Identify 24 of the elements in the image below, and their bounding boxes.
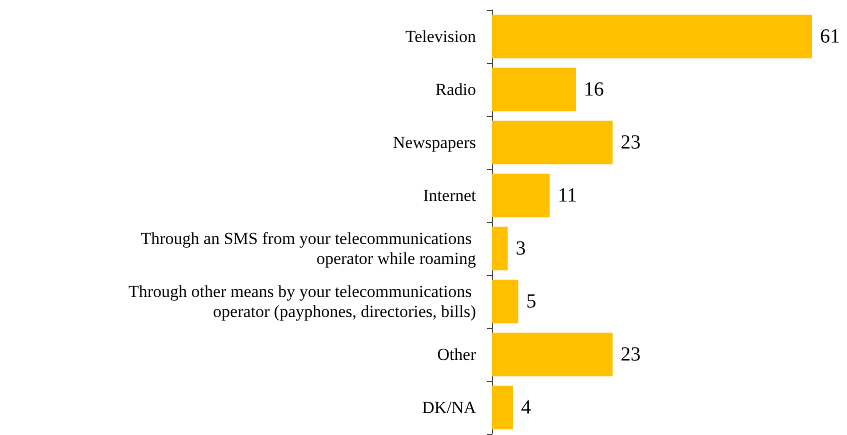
bar xyxy=(492,280,518,324)
y-tick-label: Through an SMS from your telecommunications operator while roaming xyxy=(140,229,476,268)
y-tick-label: Radio xyxy=(435,80,476,99)
bar xyxy=(492,68,576,112)
bar xyxy=(492,120,613,164)
data-label: 5 xyxy=(526,290,536,312)
bar xyxy=(492,14,812,58)
data-label: 23 xyxy=(620,132,641,154)
y-tick-label: Television xyxy=(405,27,476,46)
bar xyxy=(492,174,550,218)
data-label: 3 xyxy=(516,238,526,260)
y-tick-label: Other xyxy=(437,345,476,364)
bar xyxy=(492,332,613,376)
y-tick-label: Newspapers xyxy=(392,133,476,152)
y-tick-label: DK/NA xyxy=(422,398,477,417)
data-label: 11 xyxy=(558,184,577,206)
data-label: 16 xyxy=(584,78,604,100)
bar xyxy=(492,226,508,270)
data-label: 23 xyxy=(620,344,641,366)
data-label: 4 xyxy=(520,396,531,418)
y-tick-label: Internet xyxy=(423,186,476,205)
data-label: 61 xyxy=(820,26,840,48)
y-tick-label: Through other means by your telecommunications operator (payphones, directories, bills) xyxy=(128,282,476,321)
bar xyxy=(492,386,513,430)
